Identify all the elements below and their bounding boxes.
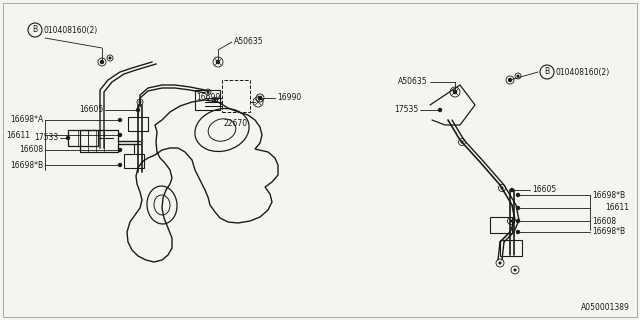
Circle shape bbox=[214, 99, 216, 101]
Circle shape bbox=[438, 108, 442, 111]
Text: A50635: A50635 bbox=[398, 77, 428, 86]
Bar bbox=[490, 217, 512, 233]
Circle shape bbox=[514, 269, 516, 271]
Text: 010408160(2): 010408160(2) bbox=[556, 68, 611, 76]
Circle shape bbox=[118, 118, 122, 122]
Circle shape bbox=[511, 188, 513, 191]
Circle shape bbox=[100, 60, 104, 63]
Bar bbox=[124, 154, 144, 168]
Circle shape bbox=[259, 97, 262, 100]
Circle shape bbox=[207, 91, 209, 93]
Text: 16698*B: 16698*B bbox=[10, 161, 43, 170]
Bar bbox=[80, 130, 118, 152]
Text: A050001389: A050001389 bbox=[581, 303, 630, 312]
Bar bbox=[500, 240, 522, 256]
Text: B: B bbox=[33, 26, 38, 35]
Text: 16611: 16611 bbox=[605, 204, 629, 212]
Text: 16605: 16605 bbox=[532, 186, 556, 195]
Circle shape bbox=[109, 57, 111, 59]
Circle shape bbox=[140, 101, 141, 103]
Text: B: B bbox=[545, 68, 550, 76]
Circle shape bbox=[118, 148, 122, 151]
Circle shape bbox=[67, 137, 70, 140]
Text: 16608: 16608 bbox=[592, 217, 616, 226]
Circle shape bbox=[509, 78, 511, 82]
Circle shape bbox=[499, 262, 501, 264]
Circle shape bbox=[517, 75, 519, 77]
Text: 16698*A: 16698*A bbox=[10, 116, 43, 124]
Text: 17535: 17535 bbox=[394, 106, 418, 115]
Circle shape bbox=[136, 108, 140, 111]
Circle shape bbox=[216, 60, 220, 63]
Text: A50635: A50635 bbox=[234, 37, 264, 46]
Text: 16990: 16990 bbox=[277, 93, 301, 102]
Text: 22670: 22670 bbox=[224, 119, 248, 128]
Circle shape bbox=[454, 91, 456, 93]
Text: 16698*B: 16698*B bbox=[592, 190, 625, 199]
Bar bbox=[222, 80, 250, 112]
Circle shape bbox=[501, 187, 503, 189]
Circle shape bbox=[509, 79, 511, 81]
Text: 17533: 17533 bbox=[34, 133, 58, 142]
Circle shape bbox=[510, 220, 512, 222]
Circle shape bbox=[516, 206, 520, 210]
Bar bbox=[68, 130, 98, 146]
Circle shape bbox=[516, 230, 520, 234]
Text: 16699: 16699 bbox=[196, 93, 220, 102]
Text: 16698*B: 16698*B bbox=[592, 228, 625, 236]
Circle shape bbox=[516, 220, 520, 222]
Text: 16605: 16605 bbox=[79, 106, 103, 115]
Circle shape bbox=[118, 133, 122, 137]
Text: 16608: 16608 bbox=[19, 146, 43, 155]
Text: 16611: 16611 bbox=[6, 131, 30, 140]
Circle shape bbox=[118, 164, 122, 166]
Circle shape bbox=[516, 194, 520, 196]
Bar bbox=[195, 90, 220, 110]
Text: 010408160(2): 010408160(2) bbox=[44, 26, 99, 35]
Circle shape bbox=[101, 61, 103, 63]
Bar bbox=[128, 117, 148, 131]
Circle shape bbox=[461, 141, 463, 143]
